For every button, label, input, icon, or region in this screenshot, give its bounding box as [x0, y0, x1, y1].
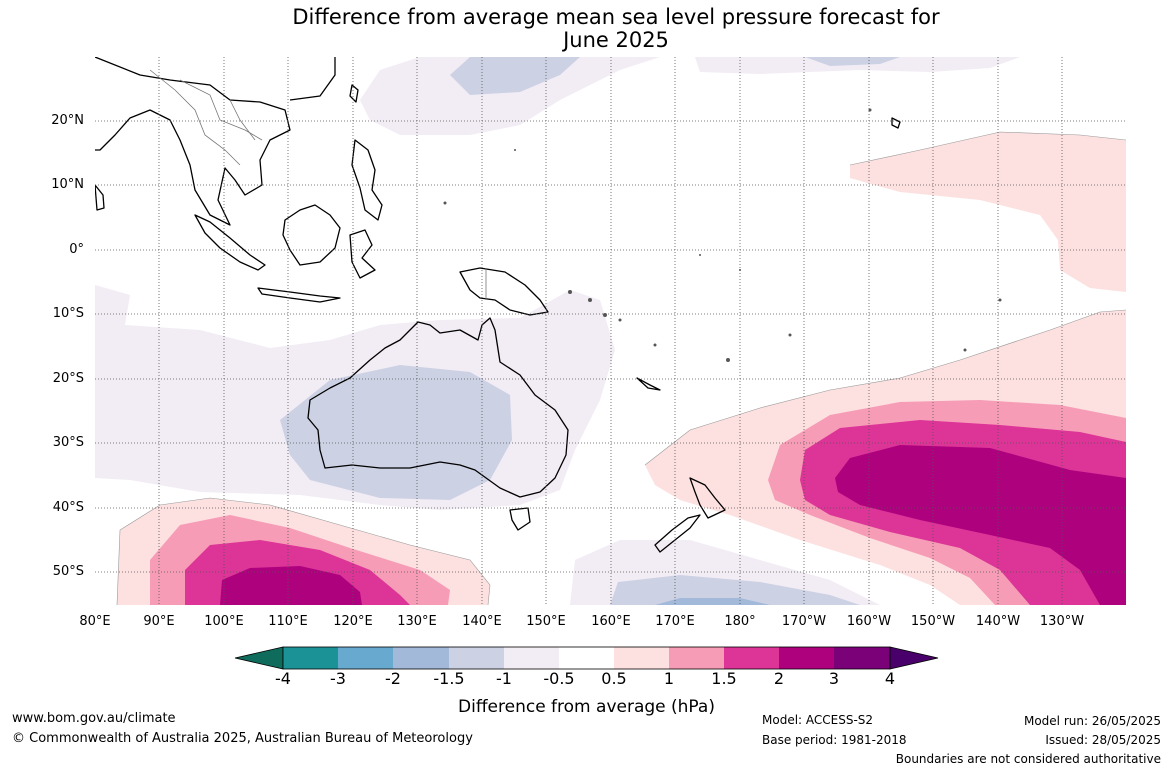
- colorbar-label: Difference from average (hPa): [458, 697, 715, 717]
- australia-coast: [307, 317, 569, 498]
- colorbar-tick: -2: [385, 669, 401, 688]
- colorbar-segment-2: [338, 647, 393, 669]
- colorbar-tick: -1.5: [433, 669, 465, 688]
- colorbar-tick: 1: [663, 669, 675, 688]
- lat-label-30s: 30°S: [52, 435, 84, 450]
- lon-label-110e: 110°E: [268, 614, 308, 629]
- country-borders: [149, 69, 487, 300]
- indochina-coast: [95, 57, 291, 226]
- map-title-line1: Difference from average mean sea level p…: [292, 5, 940, 29]
- taiwan-coast: [349, 84, 359, 103]
- lat-label-0: 0°: [69, 242, 84, 257]
- colorbar-outline: [282, 646, 891, 670]
- lat-label-50s: 50°S: [52, 564, 84, 579]
- lon-label-150e: 150°E: [526, 614, 566, 629]
- lon-label-140e: 140°E: [462, 614, 502, 629]
- contour-neg-1-northeast: [805, 57, 900, 66]
- colorbar-segment-7: [614, 647, 669, 669]
- colorbar-tick: -3: [330, 669, 346, 688]
- lon-label-90e: 90°E: [143, 614, 175, 629]
- lon-label-140w: 140°W: [975, 614, 1021, 629]
- colorbar-tick: 1.5: [711, 669, 737, 688]
- java-coast: [257, 287, 341, 303]
- colorbar-tick: -4: [275, 669, 291, 688]
- lon-label-80e: 80°E: [79, 614, 111, 629]
- lon-label-100e: 100°E: [204, 614, 244, 629]
- lat-label-20s: 20°S: [52, 371, 84, 386]
- contour-neg-1.5-south: [655, 598, 770, 605]
- lon-label-170e: 170°E: [655, 614, 695, 629]
- colorbar-tick: 4: [884, 669, 896, 688]
- contour-pos-2-southwest: [220, 566, 362, 605]
- copyright-text: © Commonwealth of Australia 2025, Austra…: [12, 731, 473, 746]
- new-caledonia-coast: [636, 377, 661, 391]
- model-name: Model: ACCESS-S2: [762, 713, 874, 727]
- colorbar-tick: -0.5: [543, 669, 575, 688]
- model-run-date: Model run: 26/05/2025: [1023, 714, 1161, 728]
- lon-label-170w: 170°W: [781, 614, 827, 629]
- borneo-coast: [282, 204, 341, 266]
- colorbar-segment-1: [283, 647, 338, 669]
- contour-pos-0.5-northeast: [850, 132, 1126, 292]
- colorbar-tick: 2: [773, 669, 785, 688]
- lon-label-180: 180°: [724, 614, 756, 629]
- contour-neg-1-north: [450, 57, 580, 95]
- anomaly-contours: [95, 57, 1126, 605]
- lon-label-130e: 130°E: [397, 614, 437, 629]
- lat-label-10n: 10°N: [51, 177, 84, 192]
- contour-neg-0.5-north: [360, 57, 660, 135]
- lon-label-160w: 160°W: [846, 614, 892, 629]
- base-period: Base period: 1981-2018: [762, 733, 907, 747]
- gridlines: [95, 57, 1126, 605]
- lon-label-160e: 160°E: [591, 614, 631, 629]
- contour-neg-0.5-northeast: [695, 57, 1020, 74]
- contour-outlines: [116, 131, 1126, 605]
- pacific-islands: [443, 108, 1002, 362]
- colorbar-tick: -1: [496, 669, 512, 688]
- colorbar-tick: 3: [828, 669, 840, 688]
- lon-label-120e: 120°E: [333, 614, 373, 629]
- colorbar-segment-5: [504, 647, 559, 669]
- china-coast: [289, 57, 336, 101]
- contour-pos-2-southeast: [835, 445, 1126, 605]
- colorbar-segment-8: [669, 647, 724, 669]
- colorbar-segment-9: [724, 647, 779, 669]
- hawaii-coast: [891, 117, 901, 129]
- colorbar-segment-4: [449, 647, 504, 669]
- lon-label-150w: 150°W: [910, 614, 956, 629]
- pressure-anomaly-map: [95, 57, 1126, 605]
- new-zealand-coast: [654, 477, 726, 553]
- colorbar-tick: 0.5: [601, 669, 627, 688]
- contour-neg-1-south: [610, 575, 860, 605]
- lat-label-20n: 20°N: [51, 113, 84, 128]
- colorbar-segment-10: [779, 647, 834, 669]
- philippines-coast: [351, 139, 383, 221]
- lat-label-10s: 10°S: [52, 306, 84, 321]
- boundaries-disclaimer: Boundaries are not considered authoritat…: [895, 752, 1161, 766]
- lat-label-40s: 40°S: [52, 500, 84, 515]
- website-link[interactable]: www.bom.gov.au/climate: [12, 711, 176, 726]
- colorbar-extend-low: [234, 646, 284, 670]
- issued-date: Issued: 28/05/2025: [1045, 733, 1161, 747]
- sumatra-coast: [194, 214, 266, 271]
- colorbar-segment-3: [393, 647, 449, 669]
- colorbar-segment-11: [834, 647, 890, 669]
- sri-lanka-coast: [95, 184, 105, 211]
- colorbar-extend-high: [889, 646, 939, 670]
- colorbar-segment-6: [559, 647, 614, 669]
- lon-label-130w: 130°W: [1039, 614, 1085, 629]
- new-guinea-coast: [459, 267, 549, 316]
- map-title-line2: June 2025: [563, 28, 669, 52]
